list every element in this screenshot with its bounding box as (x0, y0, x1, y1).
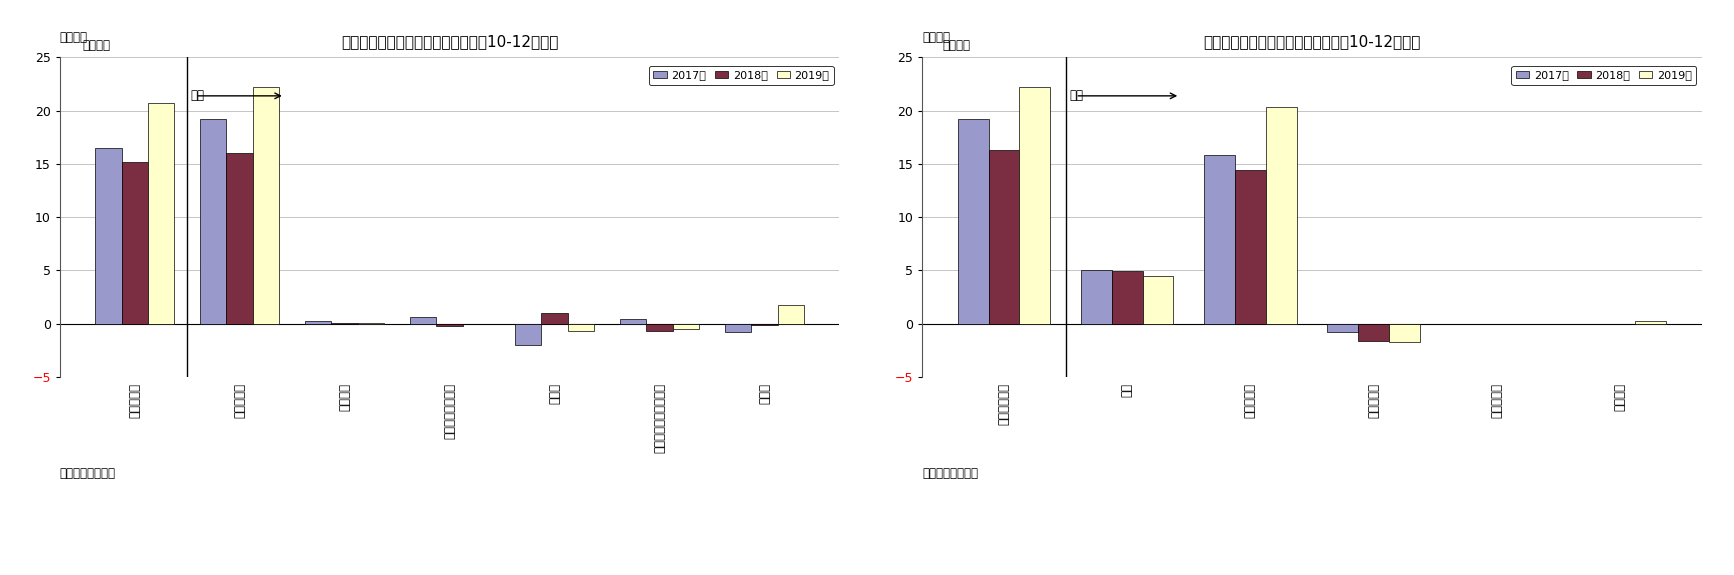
Bar (1020, 87, 1051, 324)
Bar (1203, 155, 1235, 324)
Bar (95, 148, 121, 324)
Bar (121, 162, 147, 324)
Text: （兆円）: （兆円） (942, 39, 971, 52)
Bar (515, 324, 541, 345)
Bar (988, 150, 1020, 324)
Bar (1235, 170, 1266, 324)
Bar (305, 320, 331, 324)
Text: （資料）日本銀行: （資料）日本銀行 (61, 466, 116, 480)
Bar (1389, 324, 1420, 342)
Bar (411, 317, 437, 324)
Bar (253, 87, 279, 324)
Title: （図表６）家計資産のフロー（各年10-12月期）: （図表６）家計資産のフロー（各年10-12月期） (342, 34, 558, 49)
Text: （兆円）: （兆円） (922, 32, 950, 44)
Bar (1111, 271, 1143, 324)
Text: 内訳: 内訳 (1070, 89, 1084, 102)
Legend: 2017年, 2018年, 2019年: 2017年, 2018年, 2019年 (1512, 66, 1696, 85)
Text: （資料）日本銀行: （資料）日本銀行 (922, 466, 978, 480)
Bar (1635, 320, 1666, 324)
Bar (199, 119, 227, 324)
Text: （兆円）: （兆円） (61, 32, 88, 44)
Bar (567, 324, 593, 331)
Bar (777, 305, 805, 324)
Text: （兆円）: （兆円） (81, 39, 111, 52)
Bar (1080, 270, 1111, 324)
Bar (1143, 276, 1174, 324)
Bar (647, 324, 673, 331)
Bar (725, 324, 751, 332)
Text: 内訳: 内訳 (191, 89, 205, 102)
Bar (957, 119, 988, 324)
Bar (1328, 324, 1358, 332)
Bar (227, 153, 253, 324)
Bar (147, 103, 173, 324)
Bar (1358, 324, 1389, 341)
Bar (1266, 108, 1297, 324)
Bar (621, 320, 647, 324)
Bar (437, 324, 463, 326)
Legend: 2017年, 2018年, 2019年: 2017年, 2018年, 2019年 (649, 66, 834, 85)
Bar (751, 324, 777, 325)
Bar (357, 323, 383, 324)
Title: （図表７）現・預金のフロー（各年10-12月期）: （図表７）現・預金のフロー（各年10-12月期） (1203, 34, 1420, 49)
Bar (541, 313, 567, 324)
Bar (673, 324, 699, 328)
